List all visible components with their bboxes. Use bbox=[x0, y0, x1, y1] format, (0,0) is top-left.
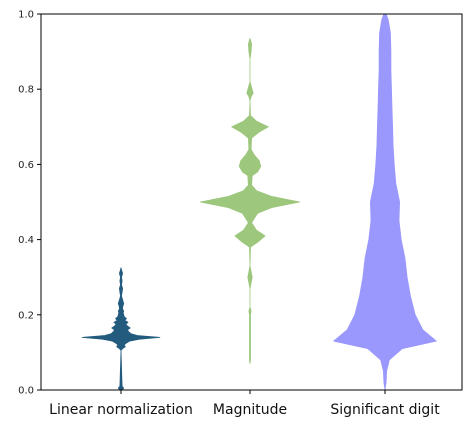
x-category-label: Magnitude bbox=[213, 402, 287, 418]
plot-frame bbox=[40, 13, 463, 391]
y-tick-label: 0.2 bbox=[18, 310, 34, 321]
y-tick-label: 1.0 bbox=[18, 10, 34, 21]
violin-1 bbox=[81, 267, 161, 391]
violin-2 bbox=[199, 38, 301, 365]
y-tick-label: 0.0 bbox=[18, 386, 34, 397]
x-category-label: Linear normalization bbox=[49, 402, 193, 418]
violin-3 bbox=[333, 14, 437, 391]
x-category-label: Significant digit bbox=[330, 402, 440, 418]
y-tick-label: 0.4 bbox=[18, 235, 34, 246]
y-tick-label: 0.8 bbox=[18, 85, 34, 96]
x-axis: Linear normalization Magnitude Significant… bbox=[49, 390, 440, 418]
y-tick-label: 0.6 bbox=[18, 160, 34, 171]
y-axis: 0.0 0.2 0.4 0.6 0.8 1.0 bbox=[18, 10, 41, 397]
violin-layer bbox=[81, 14, 437, 391]
